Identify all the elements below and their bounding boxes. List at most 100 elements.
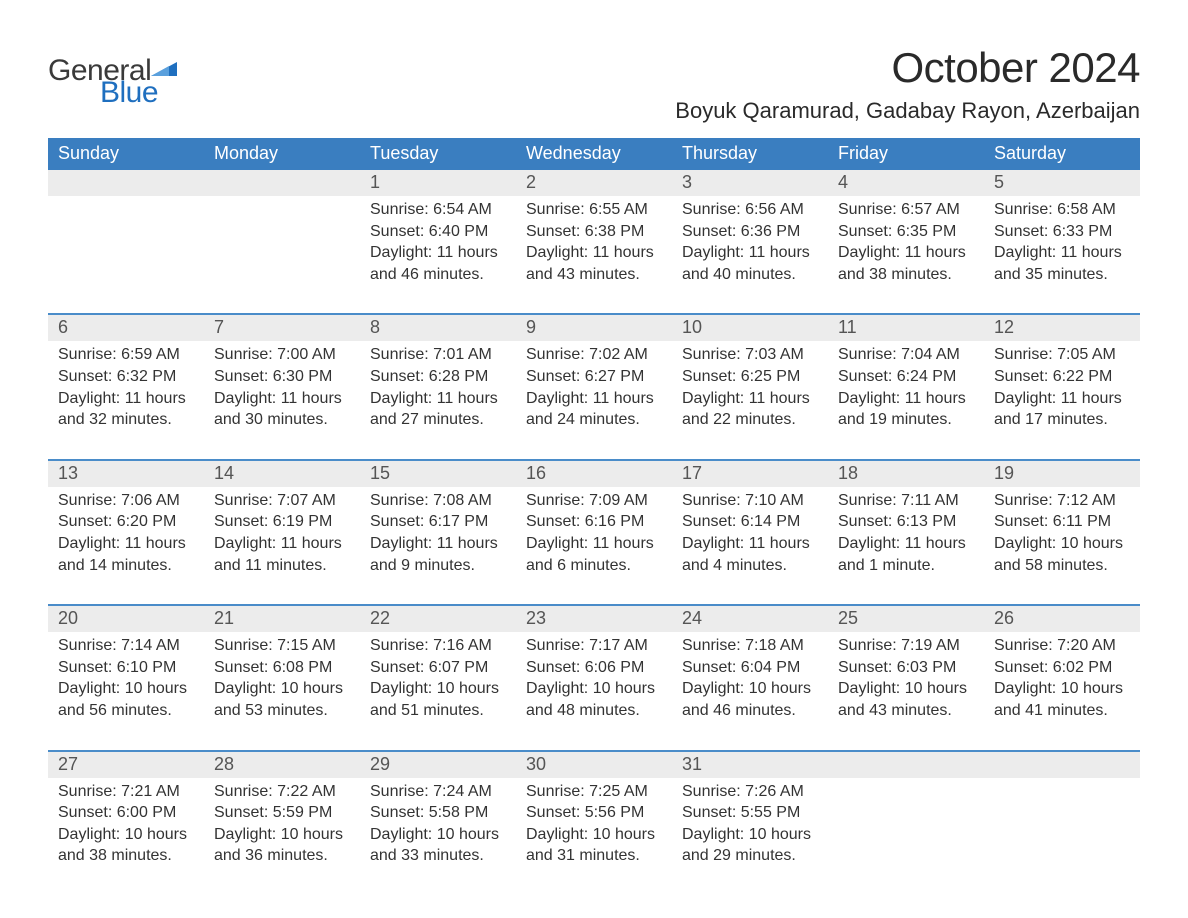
sunrise-line: Sunrise: 7:07 AM bbox=[214, 490, 350, 512]
sunrise-line: Sunrise: 7:00 AM bbox=[214, 344, 350, 366]
daylight1-line: Daylight: 10 hours bbox=[214, 824, 350, 846]
date-cell: 24 bbox=[672, 606, 828, 632]
date-cell: 11 bbox=[828, 315, 984, 341]
date-cell: 19 bbox=[984, 461, 1140, 487]
detail-cell: Sunrise: 7:17 AMSunset: 6:06 PMDaylight:… bbox=[516, 632, 672, 750]
detail-cell: Sunrise: 7:01 AMSunset: 6:28 PMDaylight:… bbox=[360, 341, 516, 459]
detail-cell bbox=[48, 196, 204, 314]
date-cell: 18 bbox=[828, 461, 984, 487]
daylight2-line: and 6 minutes. bbox=[526, 555, 662, 577]
daylight2-line: and 48 minutes. bbox=[526, 700, 662, 722]
detail-cell: Sunrise: 7:12 AMSunset: 6:11 PMDaylight:… bbox=[984, 487, 1140, 605]
sunrise-line: Sunrise: 7:25 AM bbox=[526, 781, 662, 803]
sunset-line: Sunset: 6:08 PM bbox=[214, 657, 350, 679]
daylight2-line: and 17 minutes. bbox=[994, 409, 1130, 431]
daylight2-line: and 53 minutes. bbox=[214, 700, 350, 722]
detail-cell: Sunrise: 6:57 AMSunset: 6:35 PMDaylight:… bbox=[828, 196, 984, 314]
detail-cell: Sunrise: 7:18 AMSunset: 6:04 PMDaylight:… bbox=[672, 632, 828, 750]
month-title: October 2024 bbox=[675, 44, 1140, 92]
date-cell: 29 bbox=[360, 752, 516, 778]
detail-cell: Sunrise: 7:06 AMSunset: 6:20 PMDaylight:… bbox=[48, 487, 204, 605]
detail-cell: Sunrise: 7:16 AMSunset: 6:07 PMDaylight:… bbox=[360, 632, 516, 750]
detail-cell: Sunrise: 7:20 AMSunset: 6:02 PMDaylight:… bbox=[984, 632, 1140, 750]
sunset-line: Sunset: 5:55 PM bbox=[682, 802, 818, 824]
daylight1-line: Daylight: 11 hours bbox=[838, 388, 974, 410]
daylight2-line: and 22 minutes. bbox=[682, 409, 818, 431]
daylight2-line: and 19 minutes. bbox=[838, 409, 974, 431]
date-cell: 1 bbox=[360, 170, 516, 196]
sunrise-line: Sunrise: 7:19 AM bbox=[838, 635, 974, 657]
date-cell: 25 bbox=[828, 606, 984, 632]
daylight1-line: Daylight: 10 hours bbox=[682, 824, 818, 846]
daylight2-line: and 58 minutes. bbox=[994, 555, 1130, 577]
sunset-line: Sunset: 6:07 PM bbox=[370, 657, 506, 679]
sunset-line: Sunset: 6:03 PM bbox=[838, 657, 974, 679]
sunset-line: Sunset: 5:59 PM bbox=[214, 802, 350, 824]
detail-cell: Sunrise: 7:03 AMSunset: 6:25 PMDaylight:… bbox=[672, 341, 828, 459]
sunrise-line: Sunrise: 7:10 AM bbox=[682, 490, 818, 512]
detail-cell: Sunrise: 7:19 AMSunset: 6:03 PMDaylight:… bbox=[828, 632, 984, 750]
header-bar: General Blue October 2024 Boyuk Qaramura… bbox=[48, 44, 1140, 124]
date-cell: 27 bbox=[48, 752, 204, 778]
date-cell: 14 bbox=[204, 461, 360, 487]
sunrise-line: Sunrise: 7:14 AM bbox=[58, 635, 194, 657]
sunset-line: Sunset: 6:00 PM bbox=[58, 802, 194, 824]
sunset-line: Sunset: 6:02 PM bbox=[994, 657, 1130, 679]
sunrise-line: Sunrise: 7:20 AM bbox=[994, 635, 1130, 657]
sunset-line: Sunset: 5:58 PM bbox=[370, 802, 506, 824]
date-row: 6789101112 bbox=[48, 315, 1140, 341]
date-cell bbox=[828, 752, 984, 778]
sunrise-line: Sunrise: 7:17 AM bbox=[526, 635, 662, 657]
daylight1-line: Daylight: 10 hours bbox=[682, 678, 818, 700]
sunrise-line: Sunrise: 7:06 AM bbox=[58, 490, 194, 512]
detail-cell: Sunrise: 6:58 AMSunset: 6:33 PMDaylight:… bbox=[984, 196, 1140, 314]
sunrise-line: Sunrise: 6:56 AM bbox=[682, 199, 818, 221]
sunset-line: Sunset: 5:56 PM bbox=[526, 802, 662, 824]
daylight2-line: and 32 minutes. bbox=[58, 409, 194, 431]
detail-cell: Sunrise: 7:07 AMSunset: 6:19 PMDaylight:… bbox=[204, 487, 360, 605]
daylight1-line: Daylight: 10 hours bbox=[214, 678, 350, 700]
sunset-line: Sunset: 6:30 PM bbox=[214, 366, 350, 388]
daylight2-line: and 51 minutes. bbox=[370, 700, 506, 722]
daylight1-line: Daylight: 10 hours bbox=[838, 678, 974, 700]
sunset-line: Sunset: 6:20 PM bbox=[58, 511, 194, 533]
sunset-line: Sunset: 6:22 PM bbox=[994, 366, 1130, 388]
sunrise-line: Sunrise: 7:09 AM bbox=[526, 490, 662, 512]
daylight2-line: and 27 minutes. bbox=[370, 409, 506, 431]
date-row: 20212223242526 bbox=[48, 606, 1140, 632]
daylight1-line: Daylight: 10 hours bbox=[994, 678, 1130, 700]
detail-cell: Sunrise: 7:15 AMSunset: 6:08 PMDaylight:… bbox=[204, 632, 360, 750]
daylight1-line: Daylight: 10 hours bbox=[526, 824, 662, 846]
daylight1-line: Daylight: 11 hours bbox=[838, 242, 974, 264]
daylight1-line: Daylight: 11 hours bbox=[526, 533, 662, 555]
detail-cell: Sunrise: 7:04 AMSunset: 6:24 PMDaylight:… bbox=[828, 341, 984, 459]
detail-cell bbox=[204, 196, 360, 314]
sunset-line: Sunset: 6:28 PM bbox=[370, 366, 506, 388]
sunrise-line: Sunrise: 7:26 AM bbox=[682, 781, 818, 803]
date-cell bbox=[48, 170, 204, 196]
date-row: 2728293031 bbox=[48, 752, 1140, 778]
daylight1-line: Daylight: 10 hours bbox=[58, 824, 194, 846]
date-cell: 10 bbox=[672, 315, 828, 341]
date-cell: 12 bbox=[984, 315, 1140, 341]
daylight2-line: and 41 minutes. bbox=[994, 700, 1130, 722]
daylight1-line: Daylight: 11 hours bbox=[214, 533, 350, 555]
sunrise-line: Sunrise: 6:55 AM bbox=[526, 199, 662, 221]
sunset-line: Sunset: 6:27 PM bbox=[526, 366, 662, 388]
daylight1-line: Daylight: 11 hours bbox=[370, 533, 506, 555]
daylight1-line: Daylight: 11 hours bbox=[682, 388, 818, 410]
detail-cell: Sunrise: 7:05 AMSunset: 6:22 PMDaylight:… bbox=[984, 341, 1140, 459]
sunrise-line: Sunrise: 7:11 AM bbox=[838, 490, 974, 512]
sunrise-line: Sunrise: 6:57 AM bbox=[838, 199, 974, 221]
daylight2-line: and 38 minutes. bbox=[58, 845, 194, 867]
sunset-line: Sunset: 6:06 PM bbox=[526, 657, 662, 679]
daylight2-line: and 14 minutes. bbox=[58, 555, 194, 577]
detail-cell: Sunrise: 7:11 AMSunset: 6:13 PMDaylight:… bbox=[828, 487, 984, 605]
daylight2-line: and 40 minutes. bbox=[682, 264, 818, 286]
detail-cell: Sunrise: 6:54 AMSunset: 6:40 PMDaylight:… bbox=[360, 196, 516, 314]
sunset-line: Sunset: 6:33 PM bbox=[994, 221, 1130, 243]
flag-icon bbox=[151, 58, 177, 76]
detail-cell: Sunrise: 7:08 AMSunset: 6:17 PMDaylight:… bbox=[360, 487, 516, 605]
date-cell: 23 bbox=[516, 606, 672, 632]
detail-cell: Sunrise: 7:00 AMSunset: 6:30 PMDaylight:… bbox=[204, 341, 360, 459]
